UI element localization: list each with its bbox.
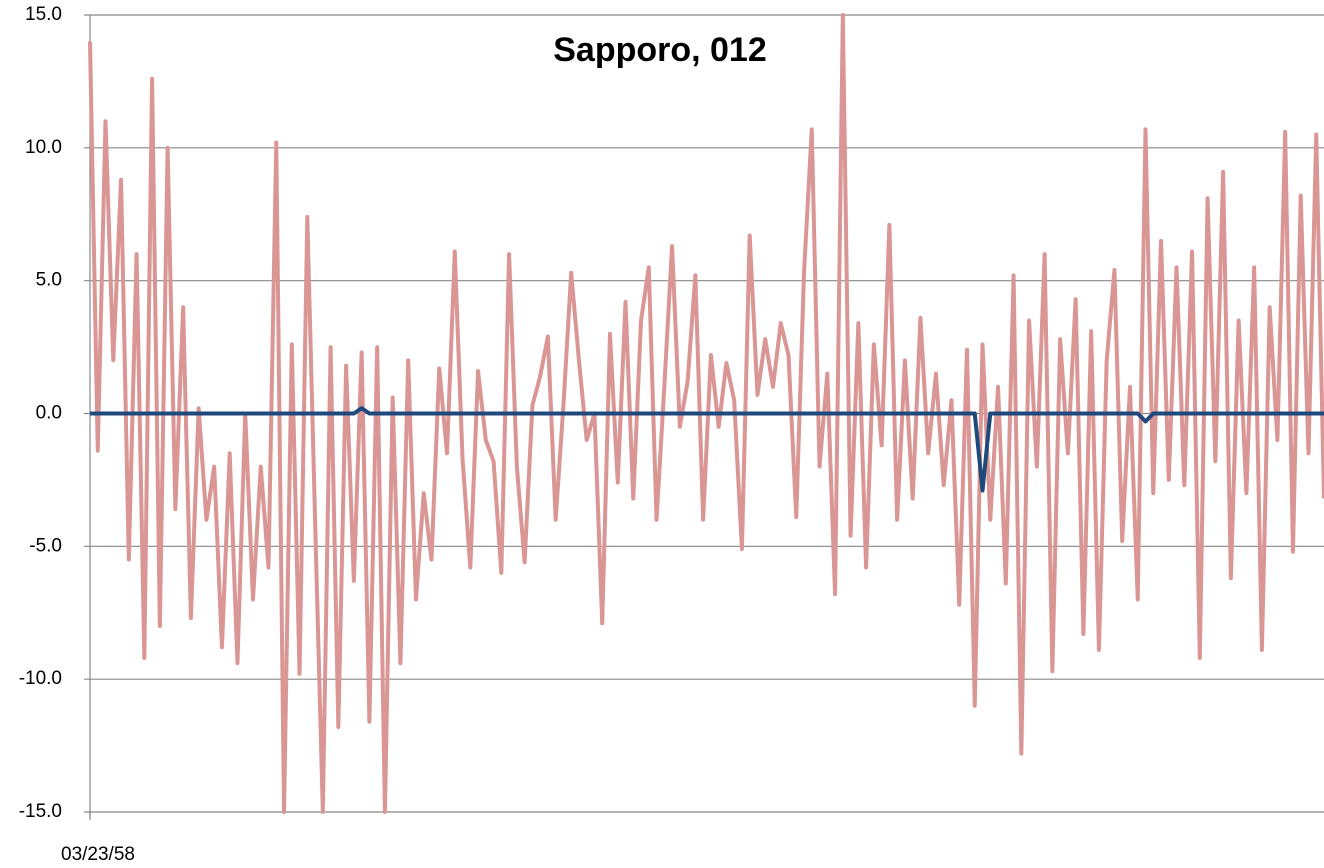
- y-tick-label: -10.0: [19, 668, 62, 689]
- x-tick-label: 03/23/58: [61, 844, 135, 865]
- y-tick-label: 15.0: [25, 4, 62, 25]
- y-tick-label: 10.0: [25, 137, 62, 158]
- y-tick-label: 5.0: [36, 270, 62, 291]
- line-series: [88, 13, 1324, 814]
- y-tick-label: -15.0: [19, 801, 62, 822]
- chart-title: Sapporo, 012: [553, 31, 767, 69]
- y-tick-label: 0.0: [36, 403, 62, 424]
- y-tick-label: -5.0: [29, 535, 62, 556]
- line-series: [90, 406, 1324, 493]
